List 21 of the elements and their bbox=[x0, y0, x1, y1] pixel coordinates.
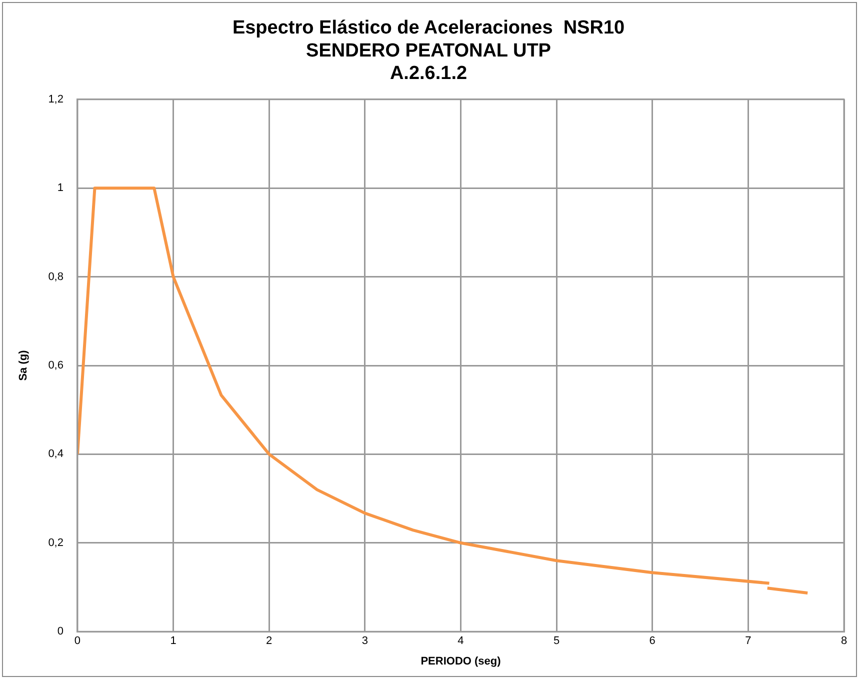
y-tick-label: 0,4 bbox=[48, 448, 64, 460]
x-tick-label: 3 bbox=[362, 635, 368, 648]
x-tick-label: 4 bbox=[458, 635, 464, 648]
x-tick-label: 5 bbox=[553, 635, 560, 648]
y-tick-label: 1,2 bbox=[48, 93, 64, 106]
x-tick-label: 0 bbox=[74, 635, 81, 648]
text: Espectro Elástico de Aceleraciones NSR10 bbox=[232, 18, 625, 39]
text: SENDERO PEATONAL UTP bbox=[306, 40, 551, 62]
x-tick-label: 1 bbox=[170, 635, 176, 648]
y-tick-label: 0,6 bbox=[48, 360, 64, 372]
y-tick-label: 1 bbox=[57, 182, 64, 194]
x-tick-label: 2 bbox=[266, 635, 272, 648]
y-axis-title: Sa (g) bbox=[18, 350, 30, 381]
x-tick-label: 6 bbox=[649, 635, 656, 648]
y-tick-label: 0,8 bbox=[48, 270, 64, 283]
y-tick-label: 0 bbox=[57, 626, 64, 638]
y-tick-label: 0,2 bbox=[48, 536, 64, 549]
x-axis-title: PERIODO (seg) bbox=[420, 655, 502, 668]
x-tick-label: 7 bbox=[745, 635, 752, 648]
text: A.2.6.1.2 bbox=[390, 63, 468, 84]
x-tick-label: 8 bbox=[840, 635, 848, 648]
